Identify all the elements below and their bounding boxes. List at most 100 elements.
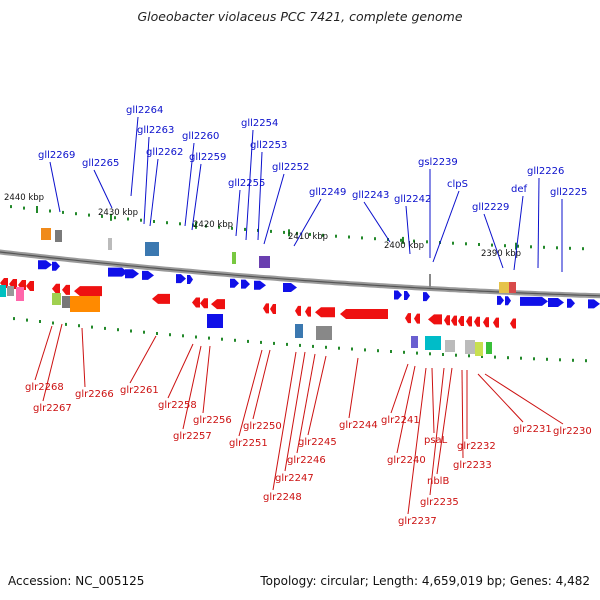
forward-gene-arrow bbox=[567, 298, 575, 308]
forward-gene-label: gsl2239 bbox=[418, 157, 458, 168]
reverse-gene-label: glr2230 bbox=[553, 426, 592, 437]
reverse-leader-line bbox=[461, 369, 464, 459]
reverse-gene-arrow bbox=[26, 280, 34, 291]
feature-box bbox=[425, 336, 441, 350]
feature-box bbox=[0, 285, 6, 297]
tick-mark bbox=[582, 247, 584, 251]
forward-leader-line bbox=[184, 142, 195, 227]
forward-leader-line bbox=[363, 201, 391, 243]
kbp-tick bbox=[36, 206, 38, 213]
reverse-gene-arrow bbox=[74, 286, 102, 297]
reverse-gene-label: glr2231 bbox=[513, 424, 552, 435]
forward-gene-label: gll2252 bbox=[272, 162, 309, 173]
reverse-gene-arrow bbox=[474, 316, 480, 327]
tick-mark bbox=[114, 216, 116, 220]
forward-gene-arrow bbox=[108, 267, 128, 277]
feature-box bbox=[295, 324, 303, 338]
tick-mark bbox=[130, 329, 132, 333]
scale-label: 2430 kbp bbox=[98, 208, 138, 218]
reverse-leader-line bbox=[348, 357, 359, 419]
forward-leader-line bbox=[245, 129, 254, 241]
scale-label: 2410 kbp bbox=[288, 232, 328, 242]
forward-leader-line bbox=[513, 195, 524, 271]
tick-mark bbox=[234, 338, 236, 342]
tick-mark bbox=[208, 336, 210, 340]
forward-gene-arrow bbox=[548, 297, 564, 307]
reverse-gene-label: glr2246 bbox=[287, 455, 326, 466]
tick-mark bbox=[49, 209, 51, 213]
tick-mark bbox=[296, 231, 298, 235]
tick-mark bbox=[533, 357, 535, 361]
tick-mark bbox=[442, 353, 444, 356]
reverse-leader-line bbox=[252, 349, 271, 420]
scale-label: 2440 kbp bbox=[4, 193, 44, 203]
tick-mark bbox=[195, 335, 197, 339]
reverse-leader-line bbox=[238, 349, 263, 437]
feature-box bbox=[207, 314, 223, 328]
reverse-gene-arrow bbox=[62, 284, 70, 295]
tick-mark bbox=[517, 244, 519, 248]
reverse-gene-arrow bbox=[451, 315, 457, 326]
forward-leader-line bbox=[483, 213, 504, 269]
forward-gene-label: gll2249 bbox=[309, 187, 346, 198]
reverse-gene-arrow bbox=[315, 307, 335, 318]
forward-leader-line bbox=[149, 158, 159, 227]
topology-text: Topology: circular; Length: 4,659,019 bp… bbox=[260, 574, 590, 588]
reverse-gene-label: glr2245 bbox=[298, 437, 337, 448]
tick-mark bbox=[585, 359, 587, 363]
feature-box bbox=[62, 296, 70, 308]
reverse-leader-line bbox=[167, 343, 194, 399]
reverse-gene-arrow bbox=[466, 316, 472, 327]
tick-mark bbox=[65, 322, 67, 326]
reverse-gene-label: glr2258 bbox=[158, 400, 197, 411]
reverse-leader-line bbox=[202, 345, 211, 414]
reverse-leader-line bbox=[284, 351, 306, 472]
tick-mark bbox=[88, 213, 90, 217]
reverse-gene-label: glr2233 bbox=[453, 460, 492, 471]
feature-box bbox=[429, 274, 431, 288]
tick-mark bbox=[335, 234, 337, 238]
forward-gene-arrow bbox=[497, 295, 504, 305]
forward-gene-label: clpS bbox=[447, 179, 468, 190]
tick-mark bbox=[104, 326, 106, 330]
kbp-tick bbox=[515, 242, 517, 250]
forward-gene-arrow bbox=[230, 278, 239, 288]
reverse-gene-label: glr2261 bbox=[120, 385, 159, 396]
forward-gene-arrow bbox=[254, 280, 266, 290]
feature-box bbox=[16, 287, 24, 301]
tick-mark bbox=[452, 241, 454, 245]
map-title: Gloeobacter violaceus PCC 7421, complete… bbox=[137, 9, 463, 24]
tick-mark bbox=[101, 214, 103, 218]
tick-mark bbox=[153, 220, 155, 223]
forward-gene-arrow bbox=[142, 270, 154, 280]
tick-mark bbox=[455, 353, 457, 357]
kbp-tick bbox=[195, 221, 197, 229]
forward-gene-label: gll2260 bbox=[182, 131, 219, 142]
forward-gene-arrow bbox=[125, 269, 139, 279]
tick-mark bbox=[465, 242, 467, 246]
tick-mark bbox=[543, 245, 545, 249]
feature-box bbox=[70, 296, 100, 312]
feature-box bbox=[52, 293, 61, 305]
forward-gene-label: def bbox=[511, 184, 528, 195]
reverse-leader-line bbox=[431, 367, 435, 434]
reverse-gene-label: glr2244 bbox=[339, 420, 378, 431]
tick-mark bbox=[416, 351, 418, 355]
forward-leader-line bbox=[405, 205, 411, 255]
tick-mark bbox=[286, 342, 288, 346]
tick-mark bbox=[481, 355, 483, 358]
feature-box bbox=[445, 340, 455, 352]
tick-mark bbox=[78, 324, 80, 328]
forward-gene-arrow bbox=[52, 261, 60, 271]
forward-gene-label: gll2265 bbox=[82, 158, 119, 169]
tick-mark bbox=[390, 350, 392, 353]
tick-mark bbox=[182, 334, 184, 338]
forward-gene-arrow bbox=[423, 292, 430, 302]
forward-gene-label: gll2255 bbox=[228, 178, 265, 189]
reverse-leader-line bbox=[307, 355, 327, 436]
reverse-gene-arrow bbox=[305, 306, 311, 317]
reverse-gene-arrow bbox=[211, 299, 225, 310]
tick-mark bbox=[546, 357, 548, 361]
tick-mark bbox=[75, 212, 77, 216]
